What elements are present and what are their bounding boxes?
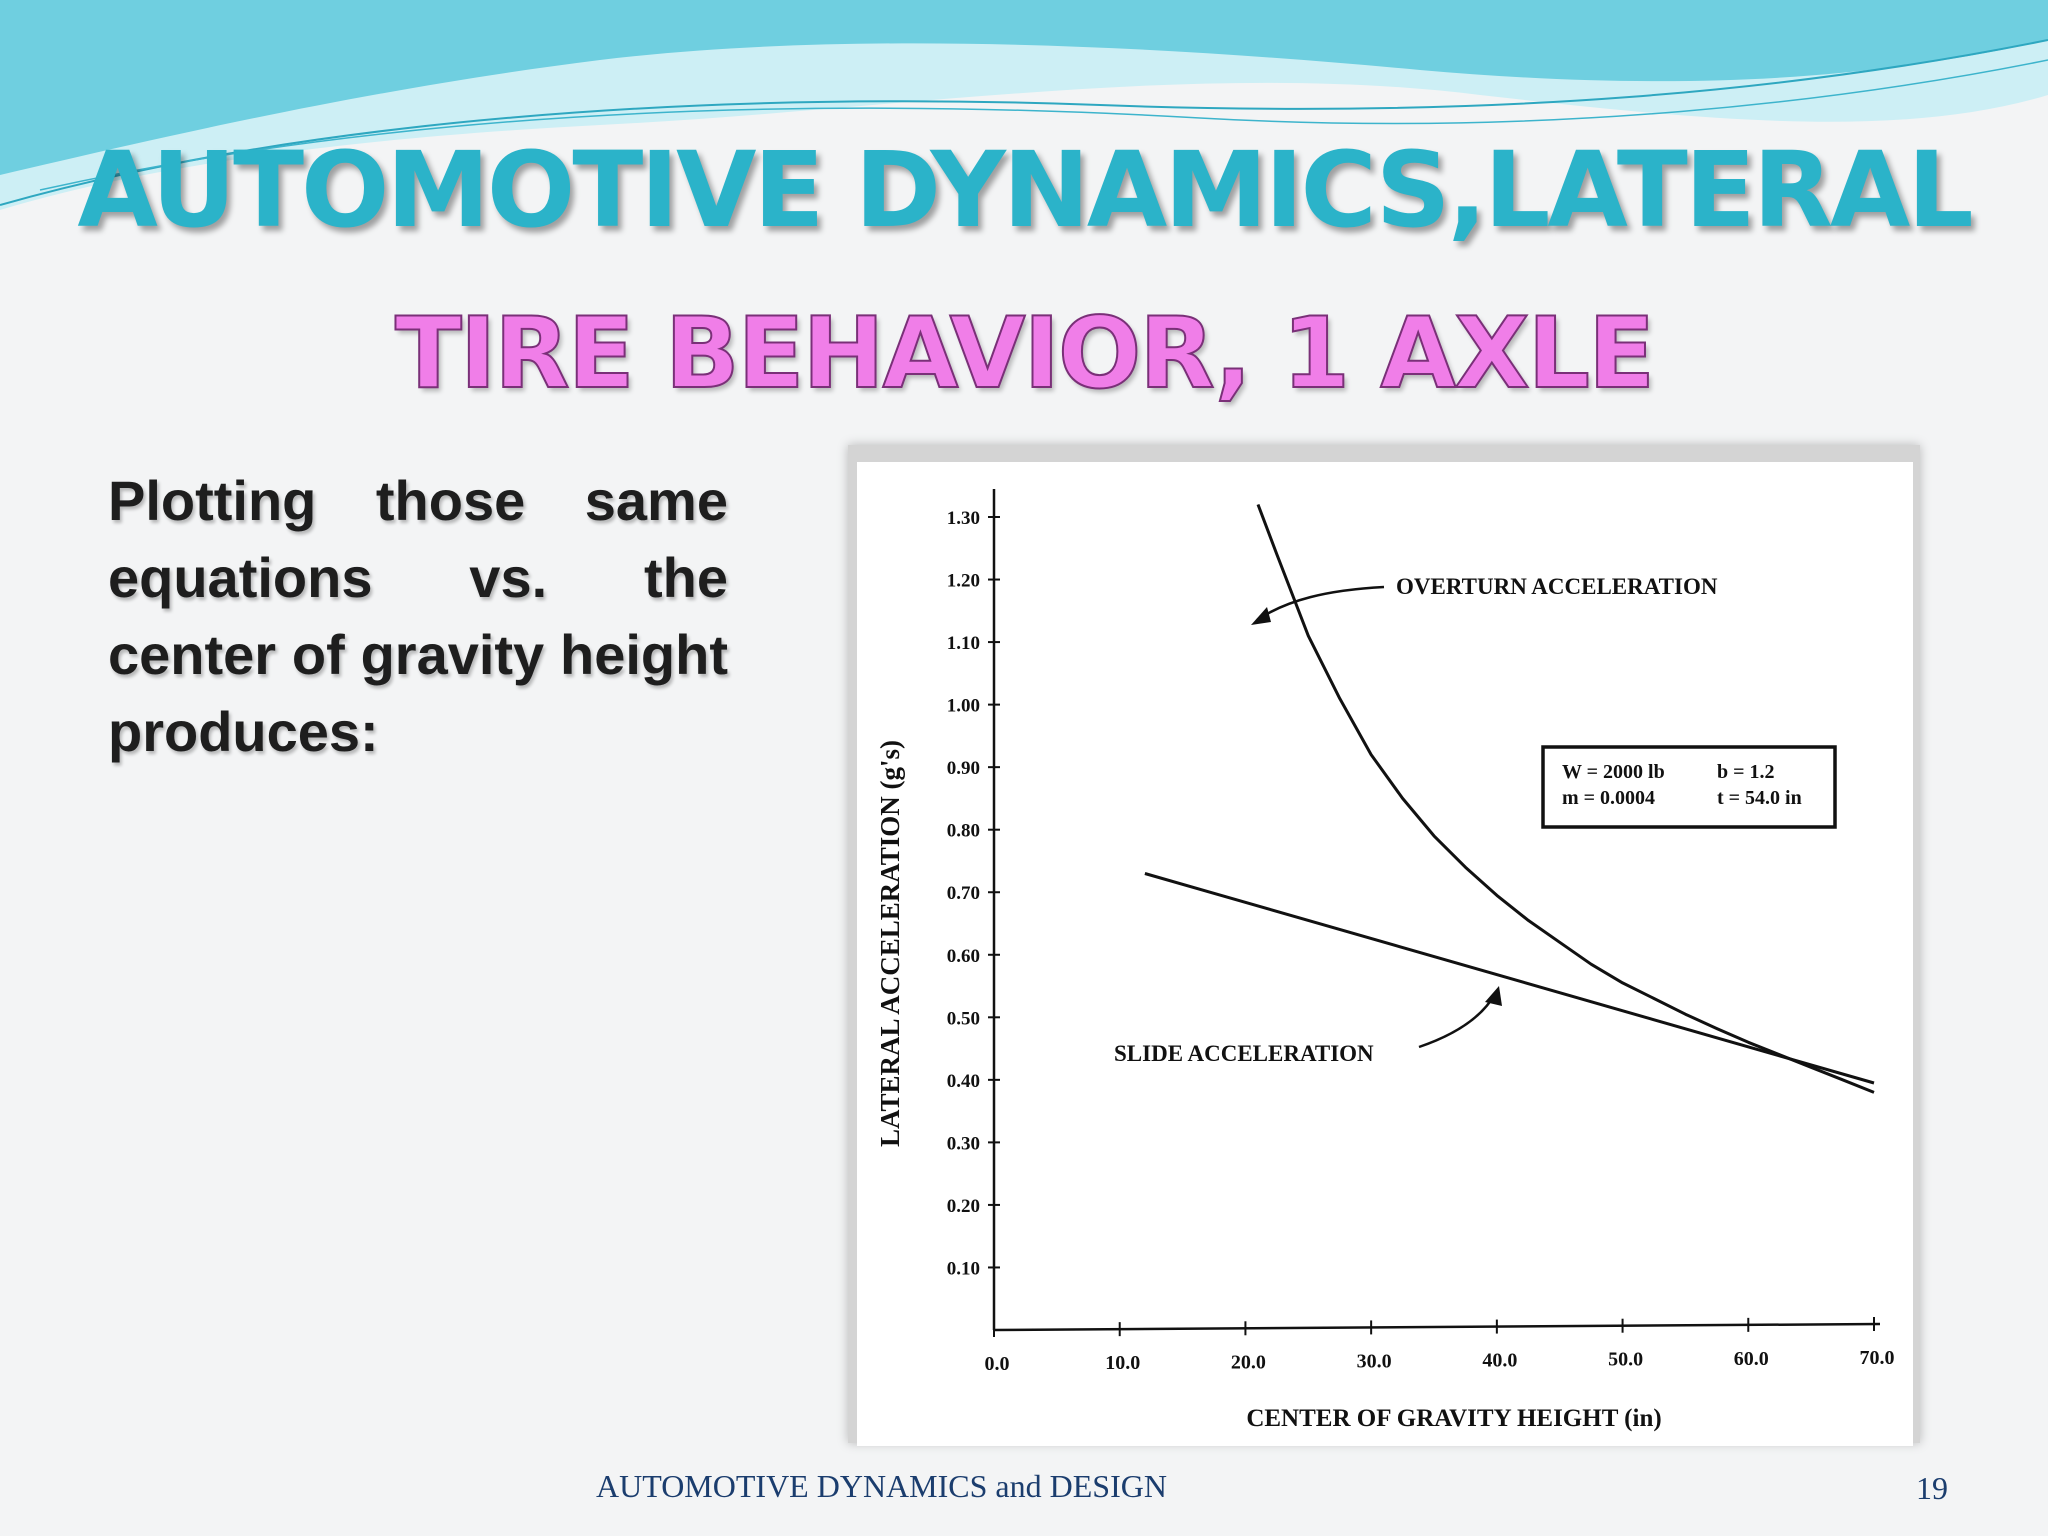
wave-line-2 xyxy=(39,59,2048,191)
chart-ticks: 0.10 0.20 0.30 0.40 0.50 0.60 0.70 0.80 0.90 1.00… xyxy=(947,508,1895,1375)
y-tick-label: 0.10 xyxy=(947,1258,980,1279)
slide-subtitle: TIRE BEHAVIOR, 1 AXLE xyxy=(394,297,1656,411)
x-tick-label: 50.0 xyxy=(1608,1349,1643,1371)
slide-label: SLIDE ACCELERATION xyxy=(1114,1041,1374,1066)
y-tick-label: 0.20 xyxy=(947,1196,980,1217)
y-tick-label: 0.80 xyxy=(947,821,980,842)
y-tick-label: 0.90 xyxy=(947,758,980,779)
y-tick-label: 1.10 xyxy=(947,633,980,654)
wave-line-1 xyxy=(0,39,2048,206)
parameter-t: t = 54.0 in xyxy=(1717,787,1802,809)
y-axis-title: LATERAL ACCELERATION (g's) xyxy=(875,740,905,1147)
x-tick-label: 10.0 xyxy=(1105,1352,1140,1374)
chart-axes: CENTER OF GRAVITY HEIGHT (in) LATERAL ACC… xyxy=(875,489,1881,1432)
slide-leader-line xyxy=(1418,993,1497,1049)
chart-annotations: OVERTURN ACCELERATION SLIDE ACCELERATION W… xyxy=(1114,574,1837,1066)
header-waves xyxy=(0,0,2048,210)
x-axis-title: CENTER OF GRAVITY HEIGHT (in) xyxy=(1246,1405,1661,1432)
overturn-label: OVERTURN ACCELERATION xyxy=(1396,574,1718,599)
slide-title: AUTOMOTIVE DYNAMICS,LATERAL xyxy=(77,129,1973,251)
y-tick-label: 0.70 xyxy=(947,883,980,904)
chart-series xyxy=(1144,503,1875,1094)
y-tick-label: 1.30 xyxy=(947,508,980,529)
slide-arrowhead xyxy=(1485,986,1502,1006)
wave-front xyxy=(0,0,2048,175)
parameter-b: b = 1.2 xyxy=(1717,761,1775,783)
figure-panel: CENTER OF GRAVITY HEIGHT (in) LATERAL ACC… xyxy=(857,462,1913,1446)
slide-acceleration-line xyxy=(1144,872,1875,1085)
y-tick-label: 0.40 xyxy=(947,1071,980,1092)
page-number: 19 xyxy=(1916,1470,1948,1506)
parameter-weight: W = 2000 lb xyxy=(1562,761,1665,783)
parameter-box xyxy=(1541,745,1837,829)
x-tick-label: 0.0 xyxy=(985,1353,1010,1375)
y-tick-label: 0.60 xyxy=(947,946,980,967)
footer-text: AUTOMOTIVE DYNAMICS and DESIGN xyxy=(596,1468,1167,1504)
x-tick-label: 60.0 xyxy=(1734,1348,1769,1370)
chart: CENTER OF GRAVITY HEIGHT (in) LATERAL ACC… xyxy=(875,489,1895,1432)
overturn-arrowhead xyxy=(1251,607,1271,625)
y-tick-label: 0.30 xyxy=(947,1133,980,1154)
x-tick-label: 30.0 xyxy=(1357,1350,1392,1372)
y-tick-label: 1.00 xyxy=(947,696,980,717)
overturn-acceleration-line xyxy=(1256,503,1875,1094)
body-text: Plotting those same equations vs. the ce… xyxy=(108,469,728,763)
x-tick-label: 40.0 xyxy=(1482,1350,1517,1372)
x-tick-label: 20.0 xyxy=(1231,1351,1266,1373)
overturn-leader-line xyxy=(1256,585,1385,622)
y-tick-label: 0.50 xyxy=(947,1008,980,1029)
x-tick-label: 70.0 xyxy=(1860,1347,1895,1369)
parameter-m: m = 0.0004 xyxy=(1562,787,1655,809)
y-tick-label: 1.20 xyxy=(947,571,980,592)
x-axis-line xyxy=(993,1322,1881,1332)
